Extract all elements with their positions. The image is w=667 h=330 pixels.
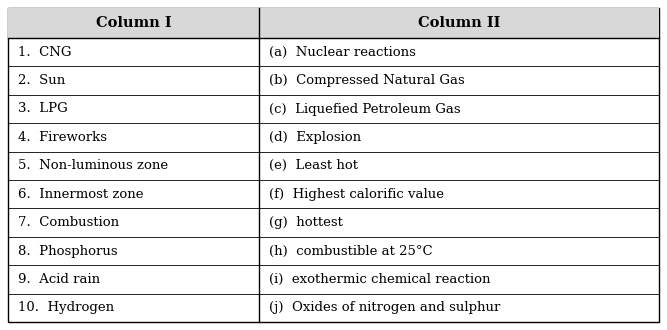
Text: (j)  Oxides of nitrogen and sulphur: (j) Oxides of nitrogen and sulphur — [269, 301, 500, 314]
Text: (d)  Explosion: (d) Explosion — [269, 131, 361, 144]
Text: Column II: Column II — [418, 16, 500, 30]
Text: (a)  Nuclear reactions: (a) Nuclear reactions — [269, 46, 416, 59]
Text: (h)  combustible at 25°C: (h) combustible at 25°C — [269, 245, 432, 257]
Text: (e)  Least hot: (e) Least hot — [269, 159, 358, 172]
Text: 3.  LPG: 3. LPG — [18, 103, 68, 115]
Text: (c)  Liquefied Petroleum Gas: (c) Liquefied Petroleum Gas — [269, 103, 460, 115]
Text: 7.  Combustion: 7. Combustion — [18, 216, 119, 229]
Text: 4.  Fireworks: 4. Fireworks — [18, 131, 107, 144]
Text: (g)  hottest: (g) hottest — [269, 216, 343, 229]
Text: 2.  Sun: 2. Sun — [18, 74, 65, 87]
Text: 9.  Acid rain: 9. Acid rain — [18, 273, 100, 286]
Text: (b)  Compressed Natural Gas: (b) Compressed Natural Gas — [269, 74, 464, 87]
Text: 1.  CNG: 1. CNG — [18, 46, 71, 59]
Text: 6.  Innermost zone: 6. Innermost zone — [18, 188, 143, 201]
Text: (i)  exothermic chemical reaction: (i) exothermic chemical reaction — [269, 273, 490, 286]
Text: 8.  Phosphorus: 8. Phosphorus — [18, 245, 117, 257]
Text: 5.  Non-luminous zone: 5. Non-luminous zone — [18, 159, 168, 172]
Text: Column I: Column I — [95, 16, 171, 30]
Text: 10.  Hydrogen: 10. Hydrogen — [18, 301, 114, 314]
Text: (f)  Highest calorific value: (f) Highest calorific value — [269, 188, 444, 201]
Bar — [8, 8, 659, 38]
